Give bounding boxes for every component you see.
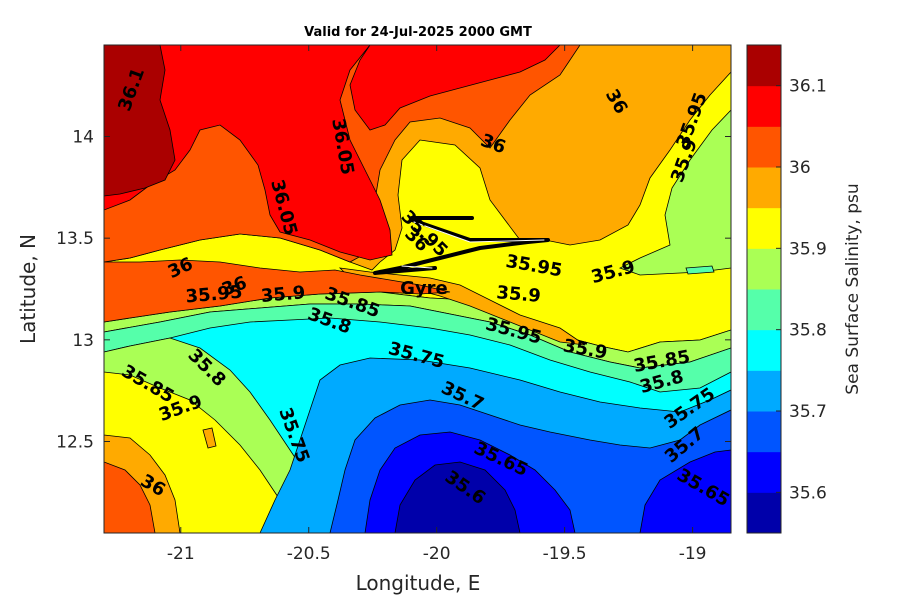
contour-label: 35.95 xyxy=(185,282,244,308)
salinity-blob-35.8 xyxy=(685,265,715,275)
gyre-track xyxy=(373,216,550,275)
gyre-track-highlight xyxy=(401,221,545,269)
colorbar-swatch xyxy=(747,451,781,493)
x-tick-label: -20.5 xyxy=(287,544,331,564)
x-axis-ticks: -21 -20.5 -20 -19.5 -19 xyxy=(167,45,707,564)
y-tick-label: 12.5 xyxy=(56,433,94,453)
y-axis-ticks: 12.5 13 13.5 14 xyxy=(56,128,731,453)
salinity-band-36.05-upper xyxy=(104,45,561,131)
salinity-band-36-west xyxy=(104,461,156,533)
colorbar-swatch xyxy=(747,248,781,290)
colorbar-swatch xyxy=(747,85,781,127)
salinity-band-36.1 xyxy=(104,45,176,197)
colorbar-tick-label: 36.1 xyxy=(789,77,827,97)
x-tick-label: -20 xyxy=(423,544,451,564)
x-tick-label: -21 xyxy=(167,544,195,564)
colorbar-swatch xyxy=(747,329,781,371)
y-tick-label: 13 xyxy=(72,331,94,351)
colorbar-label: Sea Surface Salinity, psu xyxy=(843,183,863,394)
x-tick-label: -19.5 xyxy=(543,544,587,564)
colorbar-tick-label: 36 xyxy=(789,158,811,178)
colorbar-swatch xyxy=(747,126,781,168)
salinity-band-35.8-strip xyxy=(104,303,731,393)
x-tick-label: -19 xyxy=(679,544,707,564)
contour-label: 35.9 xyxy=(260,282,306,307)
colorbar-swatch xyxy=(747,411,781,453)
colorbar-tick-label: 35.8 xyxy=(789,321,827,341)
colorbar-swatch xyxy=(747,45,781,87)
colorbar-tick-label: 35.6 xyxy=(789,483,827,503)
plot-frame xyxy=(103,44,732,534)
salinity-band-36.05 xyxy=(104,45,393,261)
x-axis-label: Longitude, E xyxy=(356,571,481,595)
salinity-band-35.55 xyxy=(394,461,521,533)
gyre-annotation: Gyre xyxy=(400,278,448,299)
colorbar-frame xyxy=(746,44,782,534)
salinity-blob-35.95 xyxy=(202,427,217,449)
colorbar: 35.6 35.7 35.8 35.9 36 36.1 xyxy=(746,44,827,534)
colorbar-swatch xyxy=(747,167,781,209)
colorbar-tick-label: 35.9 xyxy=(789,239,827,259)
colorbar-swatch xyxy=(747,370,781,412)
colorbar-swatch xyxy=(747,207,781,249)
colorbar-swatch xyxy=(747,289,781,331)
y-tick-label: 13.5 xyxy=(56,229,94,249)
colorbar-swatch xyxy=(747,492,781,534)
chart-title: Valid for 24-Jul-2025 2000 GMT xyxy=(304,25,532,40)
y-tick-label: 14 xyxy=(72,128,94,148)
y-axis-label: Latitude, N xyxy=(16,234,40,344)
colorbar-tick-label: 35.7 xyxy=(789,402,827,422)
salinity-band-35.6-east xyxy=(639,449,731,533)
salinity-band-36-lower xyxy=(104,259,451,323)
contour-label: 35.9 xyxy=(496,282,542,307)
